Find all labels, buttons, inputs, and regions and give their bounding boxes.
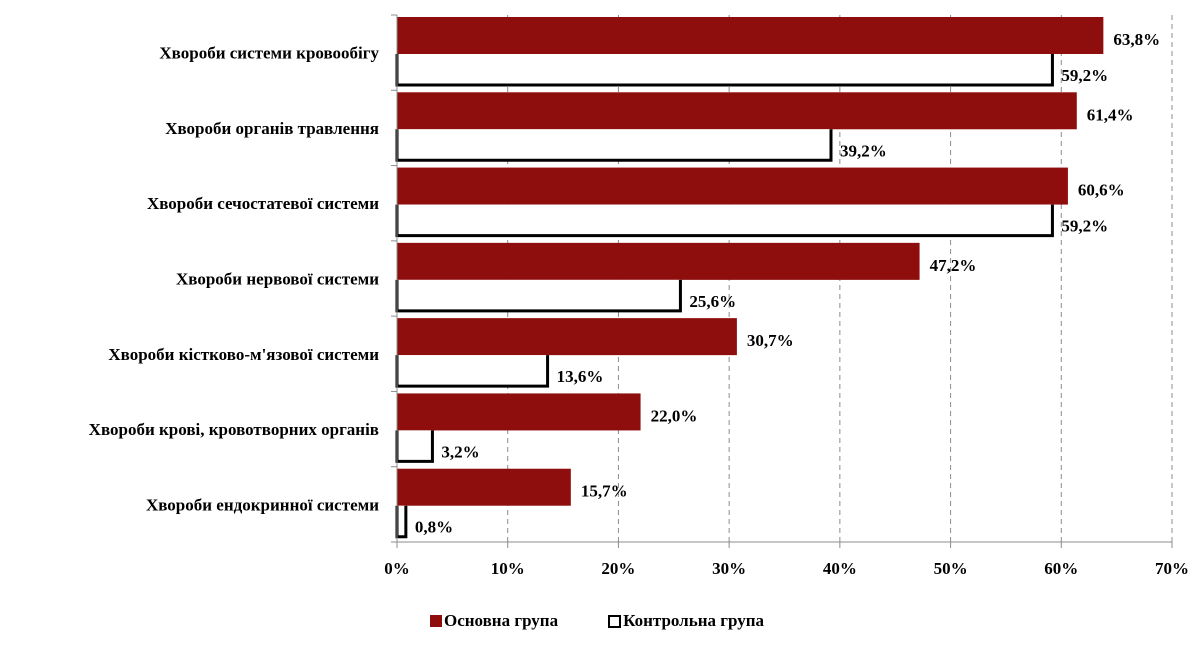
data-label-control: 0,8%: [415, 518, 453, 537]
category-label: Хвороби органів травлення: [165, 119, 379, 138]
bars: [395, 17, 1104, 539]
bar-main: [397, 393, 641, 431]
x-tick-label: 10%: [491, 559, 525, 578]
bar-main: [397, 242, 920, 280]
bar-main: [397, 468, 571, 506]
category-label: Хвороби системи кровообігу: [159, 44, 379, 63]
bar-control: [395, 129, 833, 162]
data-label-control: 59,2%: [1061, 217, 1108, 236]
legend-swatch-main: [429, 615, 442, 627]
axes: [391, 14, 1173, 548]
category-label: Хвороби нервової системи: [176, 270, 379, 289]
legend-item-main: Основна група: [429, 611, 559, 631]
data-label-main: 15,7%: [581, 482, 628, 501]
bar-control: [395, 505, 408, 539]
category-label: Хвороби ендокринної системи: [146, 495, 379, 514]
bar-main: [397, 92, 1077, 130]
x-tick-label: 60%: [1044, 559, 1078, 578]
category-label: Хвороби сечостатевої системи: [147, 194, 379, 213]
bar-main: [397, 318, 737, 356]
x-tick-label: 40%: [823, 559, 857, 578]
data-label-control: 13,6%: [557, 367, 604, 386]
legend-label-main: Основна група: [443, 611, 559, 630]
category-label: Хвороби крові, кровотворних органів: [89, 420, 379, 439]
data-label-control: 25,6%: [689, 292, 736, 311]
x-tick-label: 70%: [1155, 559, 1189, 578]
bar-control: [395, 355, 550, 388]
bar-control: [395, 54, 1054, 87]
data-label-main: 30,7%: [747, 331, 794, 350]
x-tick-label: 20%: [601, 559, 635, 578]
legend: Основна група Контрольна група: [0, 611, 1194, 631]
data-label-main: 63,8%: [1113, 30, 1160, 49]
bar-main: [397, 17, 1104, 54]
bar-main: [397, 167, 1068, 205]
x-tick-label: 30%: [712, 559, 746, 578]
bar-control: [395, 204, 1054, 238]
bar-control: [395, 279, 682, 313]
data-label-control: 3,2%: [441, 442, 479, 461]
x-tick-label: 50%: [934, 559, 968, 578]
data-label-main: 61,4%: [1087, 105, 1134, 124]
data-label-main: 22,0%: [651, 406, 698, 425]
labels: 0% 10% 20% 30% 40% 50% 60% 70% Хвороби системи к…: [89, 30, 1189, 578]
legend-item-control: Контрольна група: [608, 611, 764, 631]
bar-control: [395, 430, 434, 463]
data-label-main: 60,6%: [1078, 181, 1125, 200]
data-label-control: 59,2%: [1061, 66, 1108, 85]
bar-chart: 0% 10% 20% 30% 40% 50% 60% 70% Хвороби системи к…: [89, 14, 1189, 578]
data-label-main: 47,2%: [930, 256, 977, 275]
x-tick-label: 0%: [384, 559, 410, 578]
category-label: Хвороби кістково-м'язової системи: [108, 345, 379, 364]
legend-label-control: Контрольна група: [623, 611, 764, 630]
legend-swatch-control: [608, 614, 622, 628]
data-label-control: 39,2%: [840, 141, 887, 160]
